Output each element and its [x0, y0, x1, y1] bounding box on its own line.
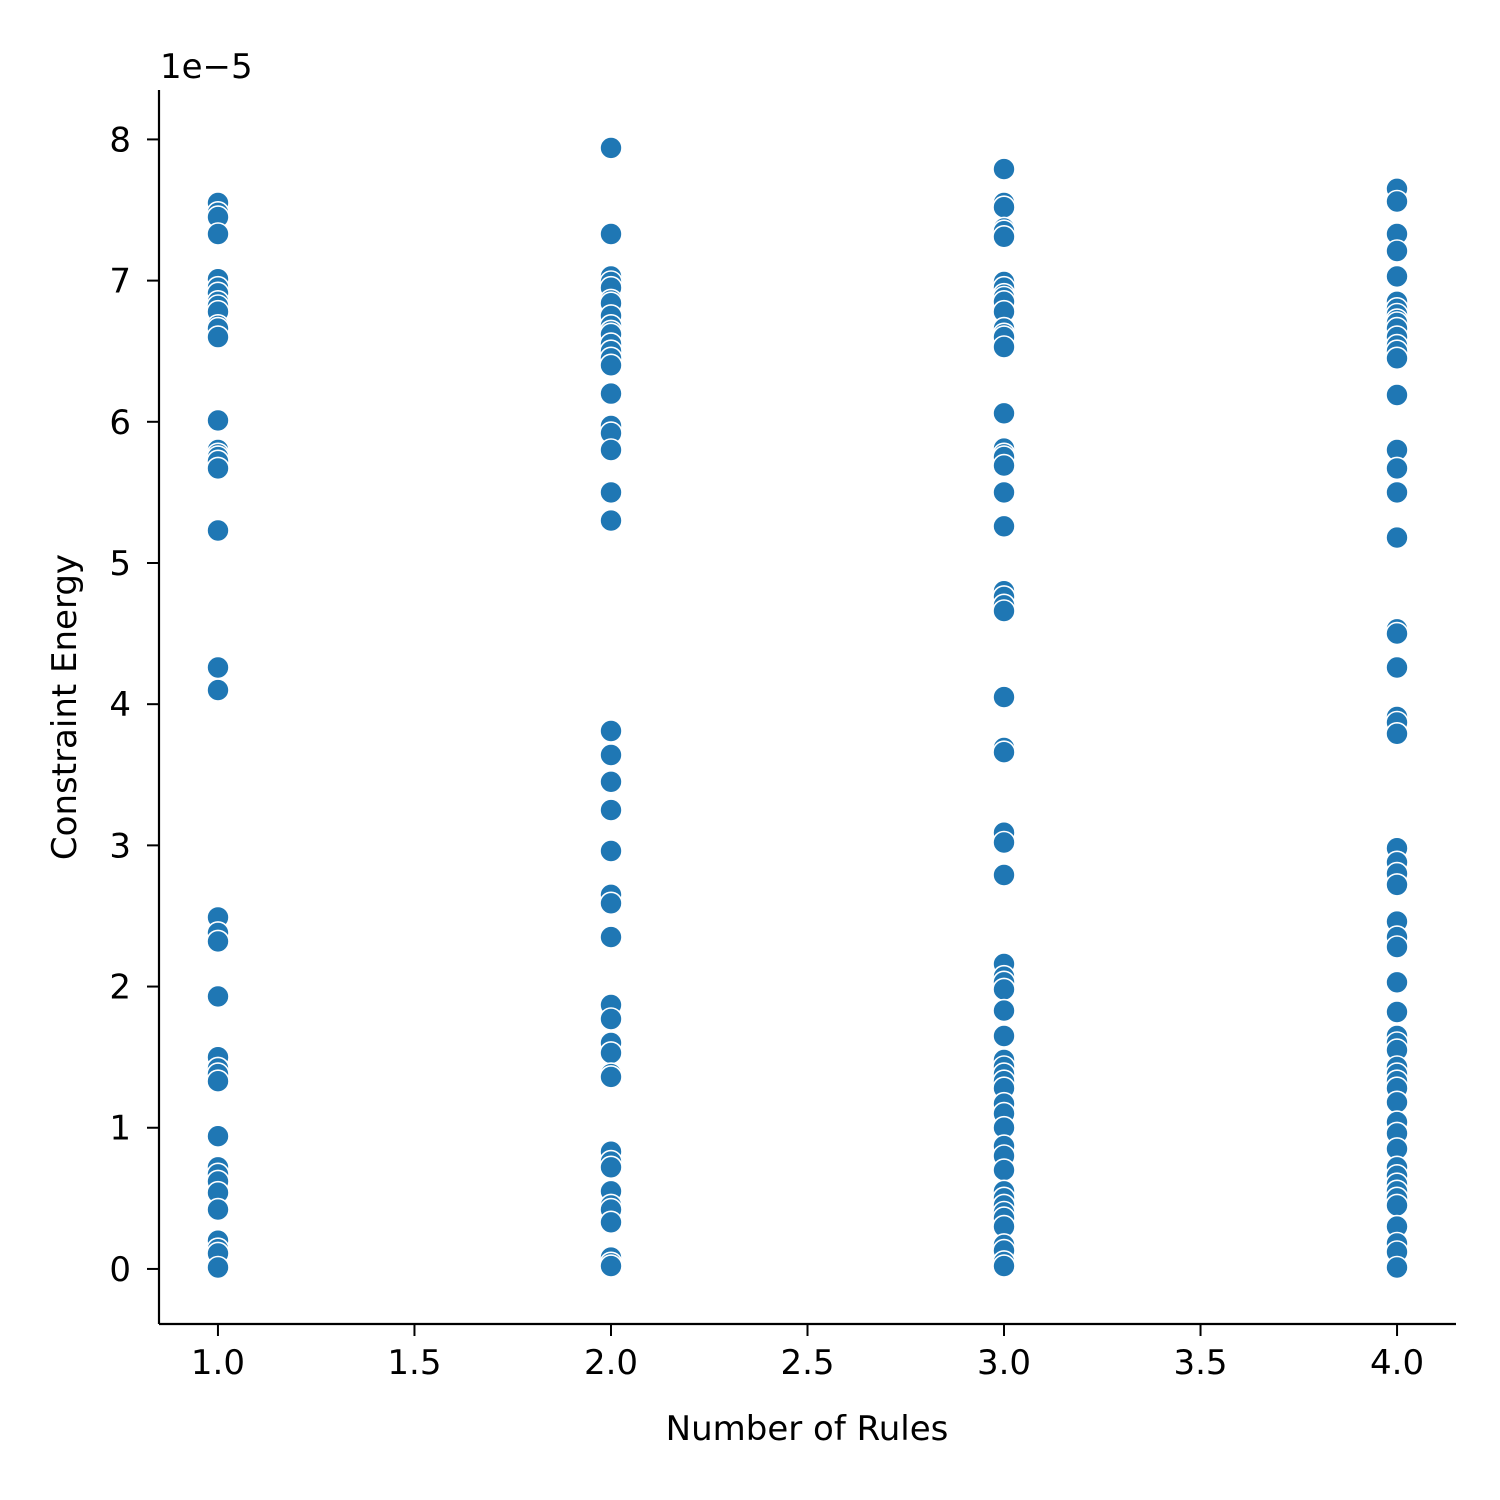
data-point [1385, 970, 1409, 995]
data-point [599, 1007, 623, 1031]
data-point [1385, 189, 1409, 214]
x-tick-label: 2.5 [780, 1343, 834, 1383]
data-point [206, 678, 230, 702]
data-point [206, 1069, 230, 1093]
y-ticks: 0 1 2 3 4 5 6 7 8 [109, 120, 159, 1290]
data-point [992, 830, 1016, 855]
data-point [992, 863, 1016, 887]
y-tick-label: 1 [109, 1109, 131, 1149]
data-point [599, 925, 623, 949]
y-tick-label: 6 [109, 403, 131, 443]
data-point [1385, 383, 1409, 407]
data-point [1385, 525, 1409, 550]
data-point [992, 335, 1016, 359]
data-point [992, 685, 1016, 709]
data-point [206, 1255, 230, 1280]
y-tick-label: 2 [109, 968, 131, 1008]
x-ticks: 1.0 1.5 2.0 2.5 3.0 3.5 4.0 [191, 1324, 1424, 1383]
data-point [206, 408, 230, 433]
x-tick-label: 1.0 [191, 1343, 245, 1383]
data-point [992, 977, 1016, 1002]
data-point [206, 1197, 230, 1222]
data-point [599, 769, 623, 794]
data-point [599, 1254, 623, 1278]
data-point [599, 136, 623, 160]
y-tick-label: 0 [109, 1250, 131, 1290]
data-point [1385, 239, 1409, 263]
data-point [992, 998, 1016, 1023]
data-point [992, 1158, 1016, 1182]
data-point [206, 518, 230, 543]
data-point [1385, 1255, 1409, 1280]
data-point [599, 798, 623, 822]
y-tick-label: 3 [109, 826, 131, 866]
data-point [206, 325, 230, 349]
x-tick-label: 4.0 [1370, 1343, 1424, 1383]
data-point [599, 891, 623, 916]
data-point [1385, 1090, 1409, 1115]
data-point [206, 984, 230, 1009]
data-point [1385, 873, 1409, 897]
y-tick-label: 4 [109, 685, 131, 725]
data-point [992, 195, 1016, 219]
points-layer [206, 136, 1409, 1280]
data-point [206, 222, 230, 246]
data-point [992, 225, 1016, 249]
data-point [206, 655, 230, 680]
data-point [599, 719, 623, 743]
data-point [992, 514, 1016, 539]
data-point [206, 929, 230, 954]
y-offset-label: 1e−5 [160, 47, 253, 87]
y-tick-label: 5 [109, 544, 131, 584]
data-point [599, 222, 623, 246]
data-point [599, 743, 623, 767]
data-point [1385, 264, 1409, 289]
data-point [599, 508, 623, 533]
data-point [992, 453, 1016, 478]
x-tick-label: 2.0 [584, 1343, 638, 1383]
data-point [992, 401, 1016, 426]
data-point [992, 599, 1016, 623]
data-point [599, 1065, 623, 1089]
data-point [206, 1124, 230, 1148]
x-tick-label: 1.5 [387, 1343, 441, 1383]
data-point [599, 1041, 623, 1065]
y-tick-label: 8 [109, 120, 131, 160]
data-point [599, 1155, 623, 1180]
data-point [992, 740, 1016, 765]
x-tick-label: 3.5 [1173, 1343, 1227, 1383]
data-point [1385, 935, 1409, 959]
data-point [1385, 721, 1409, 746]
x-axis-label: Number of Rules [666, 1409, 949, 1449]
y-tick-label: 7 [109, 262, 131, 302]
data-point [1385, 480, 1409, 505]
data-point [599, 1210, 623, 1235]
data-point [599, 381, 623, 406]
data-point [1385, 456, 1409, 481]
data-point [599, 438, 623, 462]
data-point [206, 456, 230, 481]
data-point [1385, 621, 1409, 646]
data-point [992, 1254, 1016, 1278]
data-point [599, 839, 623, 863]
data-point [992, 157, 1016, 181]
data-point [1385, 346, 1409, 371]
data-point [992, 1024, 1016, 1048]
x-tick-label: 3.0 [977, 1343, 1031, 1383]
data-point [1385, 1000, 1409, 1024]
data-point [992, 480, 1016, 505]
y-axis-label: Constraint Energy [45, 554, 85, 860]
data-point [599, 353, 623, 378]
data-point [1385, 655, 1409, 680]
data-point [599, 480, 623, 505]
data-point [1385, 1193, 1409, 1218]
